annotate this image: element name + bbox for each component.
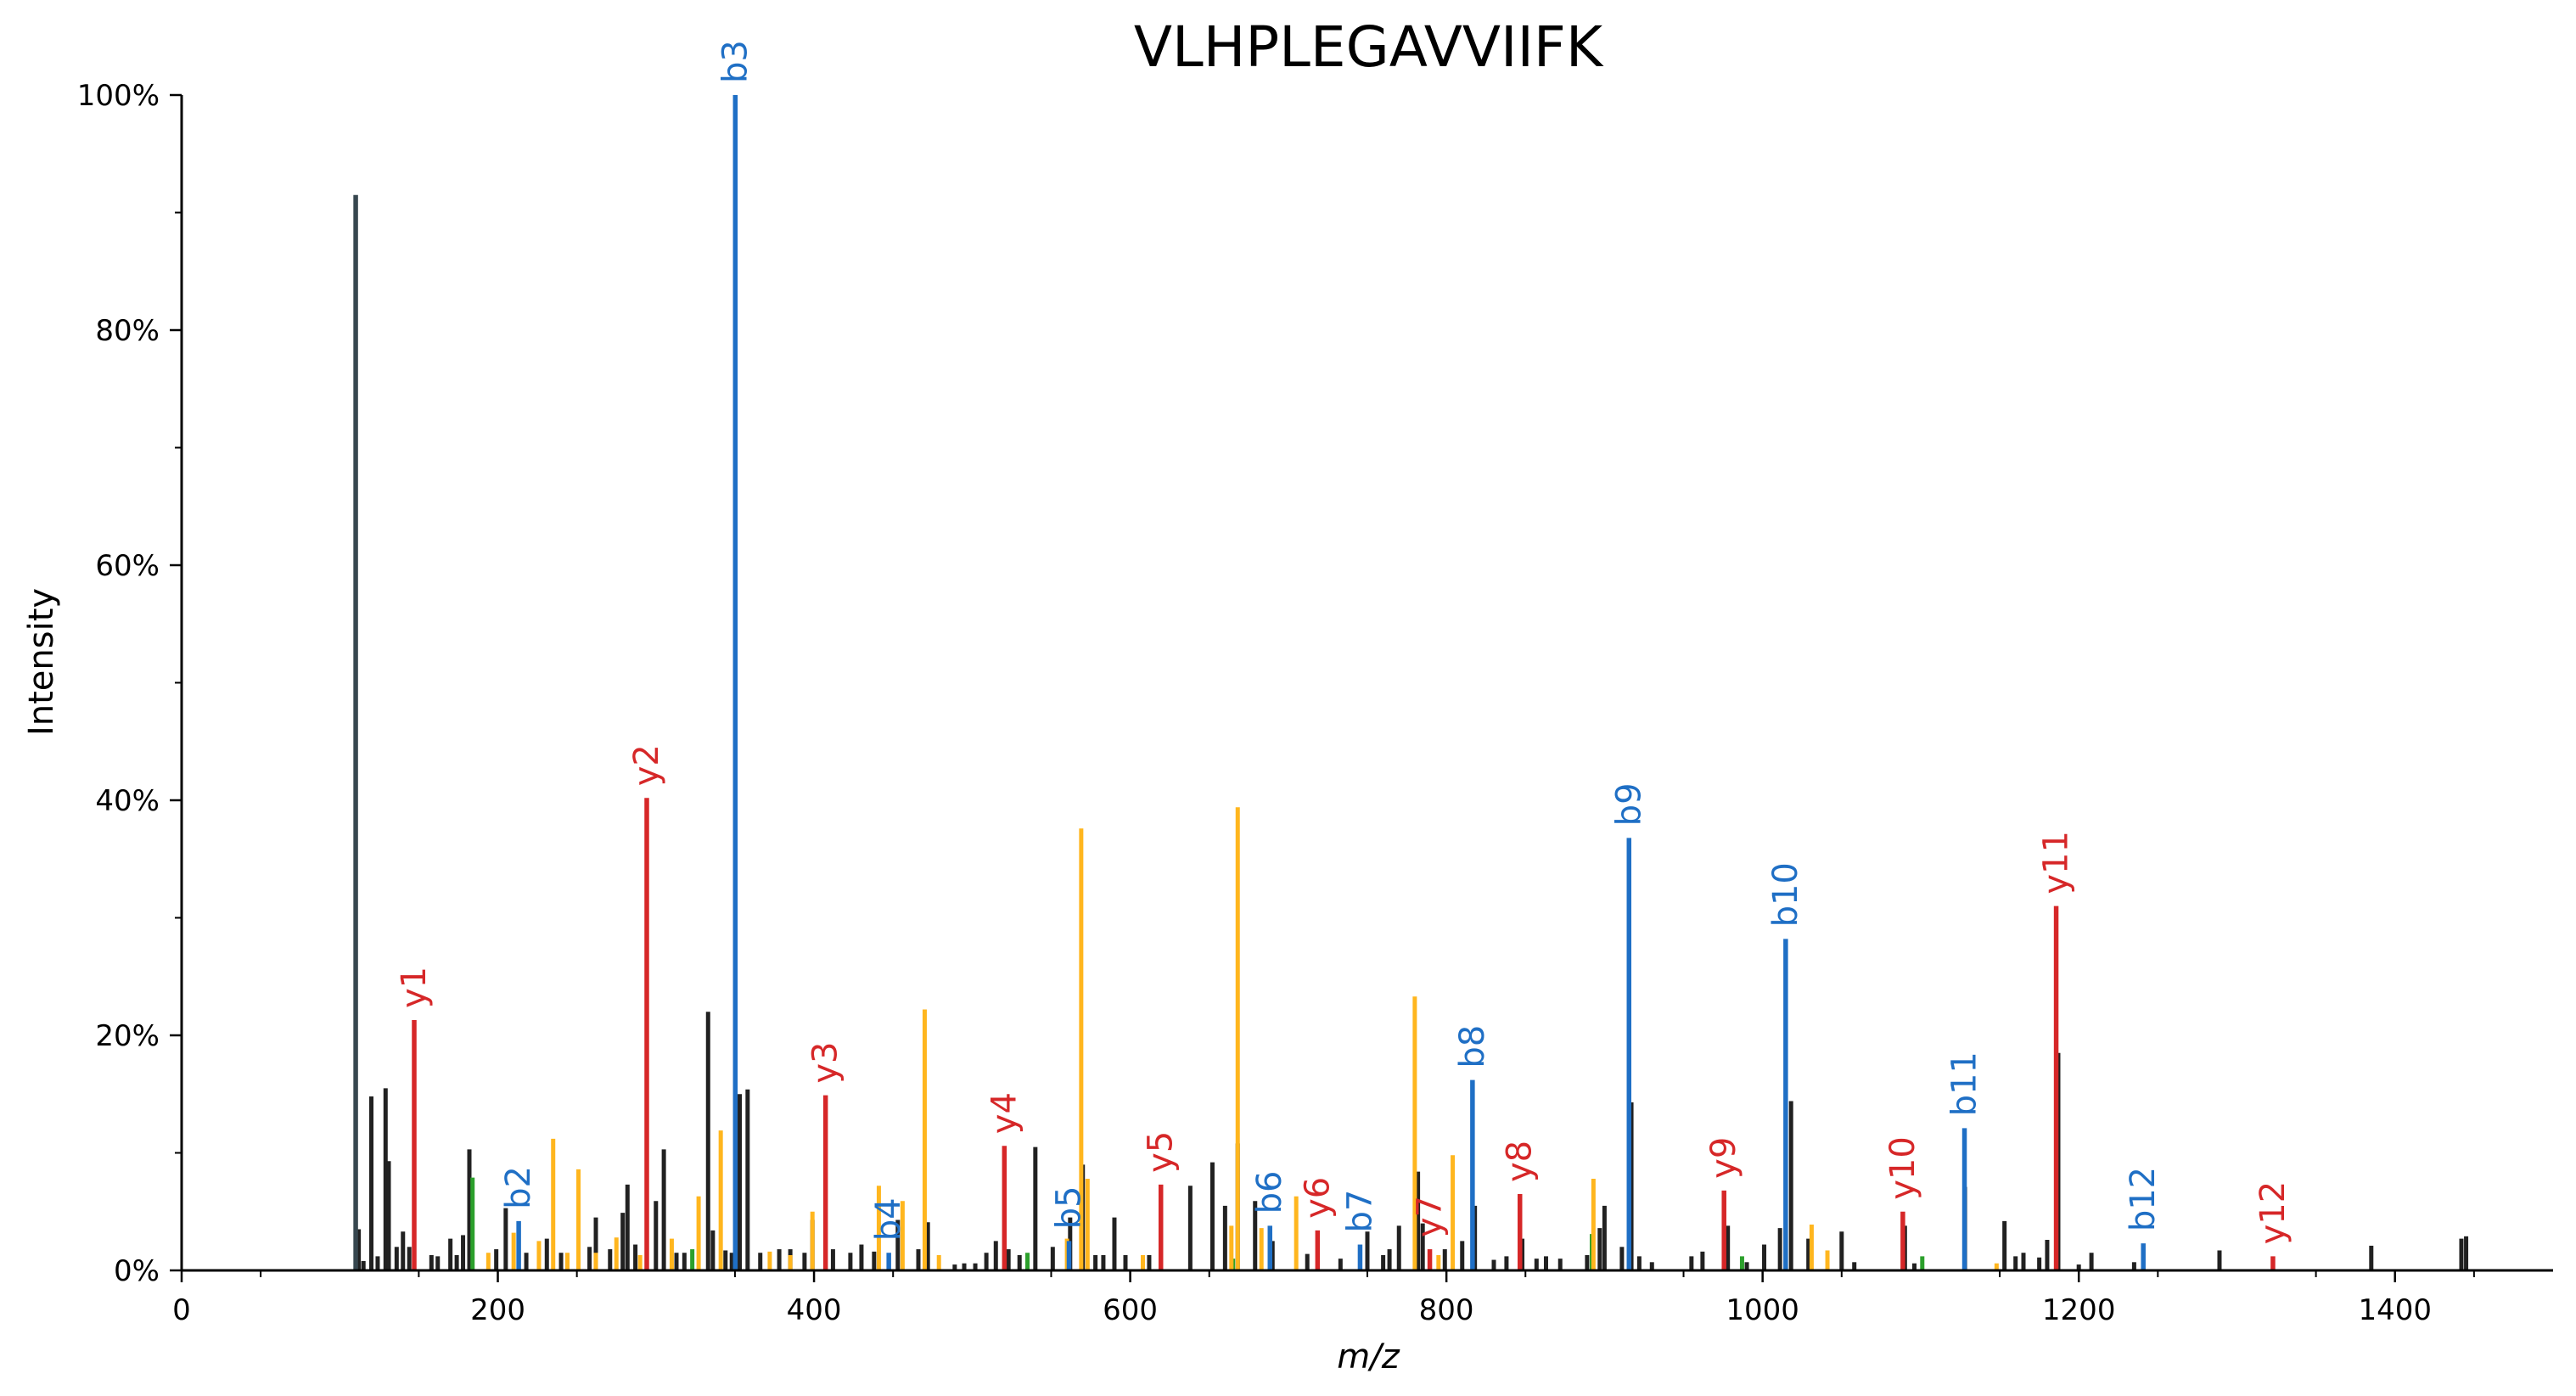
- peak-label-y7: y7: [1411, 1196, 1450, 1237]
- y-tick-label: 40%: [95, 784, 160, 818]
- y-tick-label: 100%: [77, 79, 160, 113]
- peak-label-y6: y6: [1298, 1177, 1337, 1219]
- peak-label-b4: b4: [869, 1197, 908, 1241]
- axes-layer: 0 200 400 600 800 1000 1200 1400 0% 20% 40% 60% 80% 1…: [77, 79, 2553, 1327]
- peak-label-b3: b3: [716, 40, 755, 83]
- x-tick-label: 0: [172, 1293, 191, 1327]
- peak-label-y4: y4: [985, 1092, 1024, 1134]
- x-tick-label: 1000: [1726, 1293, 1799, 1327]
- x-tick-label: 1200: [2042, 1293, 2116, 1327]
- x-axis-label: m/z: [1337, 1337, 1400, 1376]
- chart-title: VLHPLEGAVVIIFK: [1134, 14, 1604, 80]
- peak-label-b9: b9: [1609, 782, 1648, 826]
- peak-label-b2: b2: [499, 1166, 538, 1209]
- x-tick-label: 600: [1103, 1293, 1158, 1327]
- peak-label-y11: y11: [2037, 831, 2076, 894]
- x-tick-label: 200: [470, 1293, 525, 1327]
- peak-label-y10: y10: [1883, 1136, 1922, 1200]
- y-tick-label: 0%: [114, 1254, 160, 1288]
- peak-label-b5: b5: [1050, 1186, 1089, 1230]
- x-tick-label: 800: [1419, 1293, 1474, 1327]
- peak-label-y3: y3: [806, 1042, 845, 1084]
- peak-label-b12: b12: [2124, 1167, 2163, 1231]
- peak-label-layer: y1 y2 y3 y4 y5 y6 y7 y8 y9 y10 y11 y12 b2 b3 b4 b5 b6 b7 b…: [395, 40, 2293, 1244]
- y-axis-label: Intensity: [22, 588, 61, 736]
- x-tick-label: 400: [787, 1293, 842, 1327]
- peak-label-y12: y12: [2253, 1181, 2293, 1245]
- peak-label-y1: y1: [395, 967, 434, 1008]
- peak-label-b10: b10: [1766, 862, 1805, 927]
- y-tick-label: 80%: [95, 314, 160, 348]
- peak-label-y9: y9: [1704, 1137, 1743, 1179]
- y-tick-label: 20%: [95, 1019, 160, 1053]
- peak-label-b7: b7: [1340, 1190, 1379, 1233]
- peak-label-b11: b11: [1945, 1051, 1984, 1116]
- peak-label-b8: b8: [1453, 1025, 1492, 1068]
- x-tick-label: 1400: [2358, 1293, 2432, 1327]
- y-tick-label: 60%: [95, 549, 160, 583]
- peak-label-y2: y2: [627, 744, 666, 786]
- peak-layer: [353, 95, 2469, 1270]
- peak-label-b6: b6: [1250, 1171, 1289, 1214]
- peak-label-y8: y8: [1501, 1141, 1540, 1182]
- peak-label-y5: y5: [1142, 1131, 1181, 1173]
